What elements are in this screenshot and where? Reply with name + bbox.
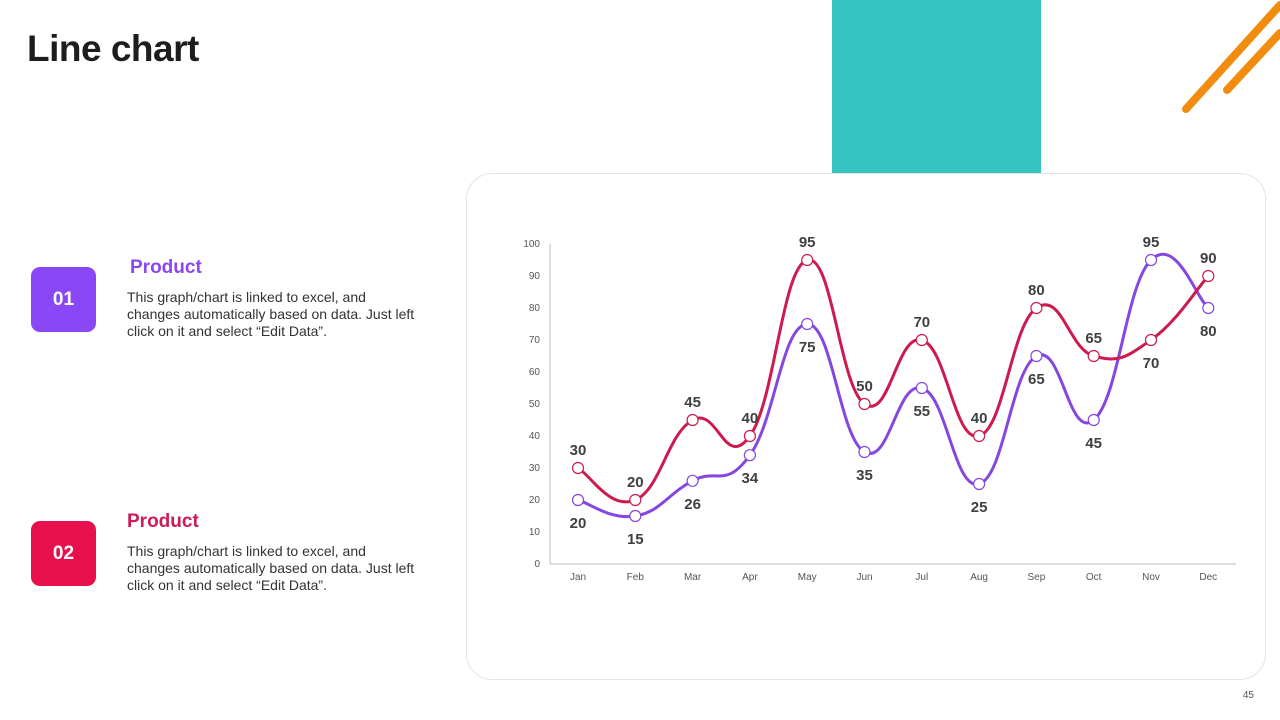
y-tick-label: 30 (529, 463, 541, 474)
line-chart: 0 10 20 30 40 50 60 70 80 90 100 Jan Feb Mar Apr May Jun… (523, 234, 1236, 583)
data-label-product-01: 25 (971, 499, 988, 516)
data-point-product-01 (629, 509, 642, 523)
data-label-product-01: 35 (856, 467, 873, 484)
data-label-product-01: 65 (1028, 371, 1045, 388)
data-label-product-01: 80 (1200, 323, 1217, 340)
data-label-product-02: 70 (1143, 355, 1160, 372)
x-tick-label: Nov (1142, 572, 1160, 583)
x-tick-label: Apr (742, 572, 758, 583)
data-label-product-01: 55 (913, 403, 930, 420)
data-point-product-01 (743, 449, 756, 462)
data-point-product-02 (743, 429, 756, 443)
data-point-product-01 (972, 477, 986, 491)
data-point-product-02 (1202, 269, 1215, 283)
y-tick-label: 0 (534, 559, 540, 570)
data-label-product-02: 90 (1200, 250, 1217, 267)
data-point-product-01 (915, 381, 928, 395)
data-point-product-01 (571, 493, 585, 507)
legend-item-product-01: 01 Product This graph/chart is linked to… (31, 257, 431, 347)
y-tick-label: 40 (529, 431, 541, 442)
x-tick-label: Dec (1199, 572, 1217, 583)
data-label-product-02: 20 (627, 474, 644, 491)
data-point-product-02 (801, 253, 814, 267)
x-tick-label: May (798, 572, 817, 583)
product-02-title: Product (127, 511, 199, 532)
x-tick-label: Jun (856, 572, 872, 583)
data-label-product-01: 34 (742, 470, 759, 487)
teal-decoration-block (832, 0, 1041, 174)
data-point-product-02 (1030, 301, 1043, 315)
data-label-product-01: 20 (570, 515, 587, 532)
product-01-badge: 01 (31, 267, 96, 332)
data-point-product-01 (1202, 301, 1215, 315)
data-label-product-02: 30 (570, 442, 587, 459)
data-point-product-02 (1144, 333, 1158, 347)
data-label-product-01: 26 (684, 496, 701, 513)
x-tick-label: Jul (915, 572, 928, 583)
y-tick-label: 50 (529, 399, 541, 410)
data-label-product-02: 50 (856, 378, 873, 395)
product-02-badge: 02 (31, 521, 96, 586)
y-tick-label: 60 (529, 367, 541, 378)
data-point-product-01 (1087, 413, 1100, 427)
data-label-product-02: 40 (742, 410, 759, 427)
data-point-product-01 (1030, 349, 1043, 363)
data-point-product-02 (858, 397, 871, 411)
legend-item-product-02: 02 Product This graph/chart is linked to… (31, 511, 431, 601)
chart-card (466, 173, 1266, 680)
orange-stripes-decoration (1182, 1, 1280, 113)
x-tick-label: Aug (970, 572, 988, 583)
data-label-product-02: 45 (684, 394, 701, 411)
data-point-product-02 (915, 333, 928, 347)
data-point-product-01 (1144, 253, 1158, 267)
product-02-description: This graph/chart is linked to excel, and… (127, 543, 415, 593)
data-label-product-02: 95 (799, 234, 816, 251)
data-label-product-01: 75 (799, 339, 816, 356)
data-label-product-02: 40 (971, 410, 988, 427)
y-tick-label: 70 (529, 335, 541, 346)
x-tick-label: Sep (1028, 572, 1046, 583)
x-tick-label: Oct (1086, 572, 1102, 583)
page-title: Line chart (27, 28, 199, 69)
data-point-product-02 (629, 493, 642, 507)
data-label-product-02: 70 (913, 314, 930, 331)
data-label-product-02: 80 (1028, 282, 1045, 299)
y-tick-label: 90 (529, 271, 541, 282)
y-tick-label: 100 (523, 239, 540, 250)
data-label-product-01: 45 (1085, 435, 1102, 452)
y-tick-label: 20 (529, 495, 541, 506)
page-number: 45 (1242, 690, 1254, 701)
product-01-description: This graph/chart is linked to excel, and… (127, 289, 415, 339)
data-point-product-02 (686, 413, 699, 427)
data-label-product-02: 65 (1085, 330, 1102, 347)
y-tick-label: 80 (529, 303, 541, 314)
data-point-product-02 (1087, 349, 1100, 363)
data-label-product-01: 95 (1143, 234, 1160, 251)
series-line-product-01 (576, 252, 1210, 519)
product-01-title: Product (130, 257, 202, 278)
data-label-product-01: 15 (627, 531, 644, 548)
data-point-product-01 (801, 317, 814, 331)
data-point-product-01 (686, 474, 699, 487)
data-point-product-02 (972, 429, 986, 443)
x-tick-label: Mar (684, 572, 702, 583)
y-tick-label: 10 (529, 527, 541, 538)
data-point-product-02 (571, 461, 585, 475)
x-tick-label: Jan (570, 572, 586, 583)
data-point-product-01 (858, 445, 871, 459)
x-tick-label: Feb (627, 572, 645, 583)
